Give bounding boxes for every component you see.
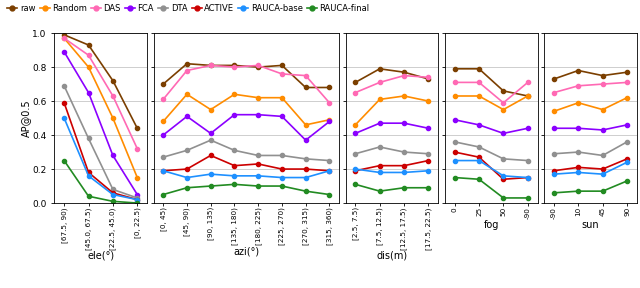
X-axis label: sun: sun (582, 221, 599, 230)
X-axis label: fog: fog (483, 221, 499, 230)
Legend: raw, Random, DAS, FCA, DTA, ACTIVE, RAUCA-base, RAUCA-final: raw, Random, DAS, FCA, DTA, ACTIVE, RAUC… (8, 4, 369, 13)
Y-axis label: AP@0.5: AP@0.5 (21, 99, 31, 137)
X-axis label: dis(m): dis(m) (376, 251, 408, 261)
X-axis label: azi(°): azi(°) (233, 247, 259, 257)
X-axis label: ele(°): ele(°) (87, 251, 115, 261)
